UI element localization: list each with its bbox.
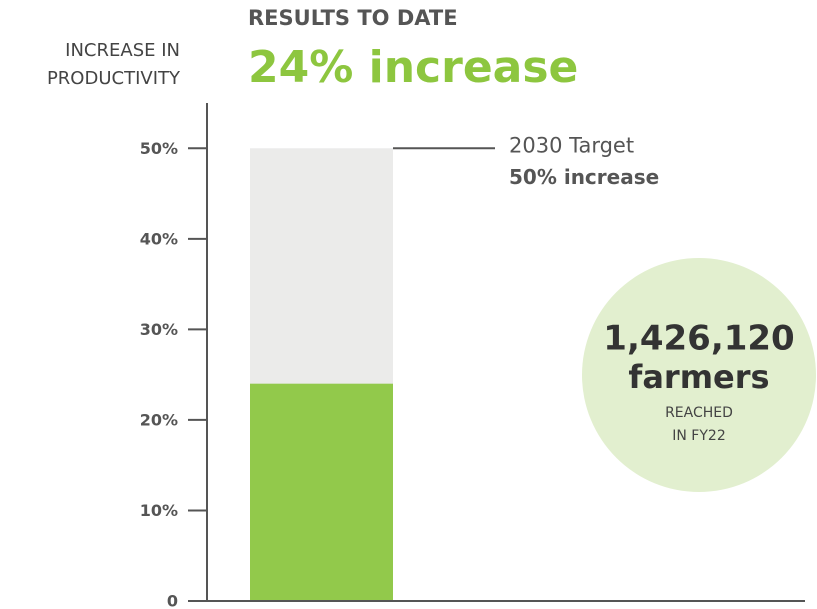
callout-text: REACHED	[665, 405, 733, 421]
y-axis-label: INCREASE IN	[65, 40, 180, 61]
callout-value: 1,426,120	[603, 319, 794, 359]
y-tick-label: 40%	[140, 229, 178, 248]
target-label: 2030 Target	[509, 133, 634, 157]
target-value-label: 50% increase	[509, 165, 659, 189]
y-tick-label: 20%	[140, 410, 178, 429]
callout-text: IN FY22	[672, 428, 725, 444]
bar	[250, 383, 393, 601]
callout-circle	[582, 258, 816, 492]
y-tick-label: 10%	[140, 501, 178, 520]
y-tick-label: 0	[167, 592, 178, 609]
y-axis-label: PRODUCTIVITY	[47, 68, 181, 89]
y-tick-label: 30%	[140, 320, 178, 339]
y-tick-label: 50%	[140, 139, 178, 158]
callout-unit: farmers	[628, 358, 769, 396]
headline: 24% increase	[248, 42, 578, 93]
chart-title: RESULTS TO DATE	[248, 6, 458, 30]
